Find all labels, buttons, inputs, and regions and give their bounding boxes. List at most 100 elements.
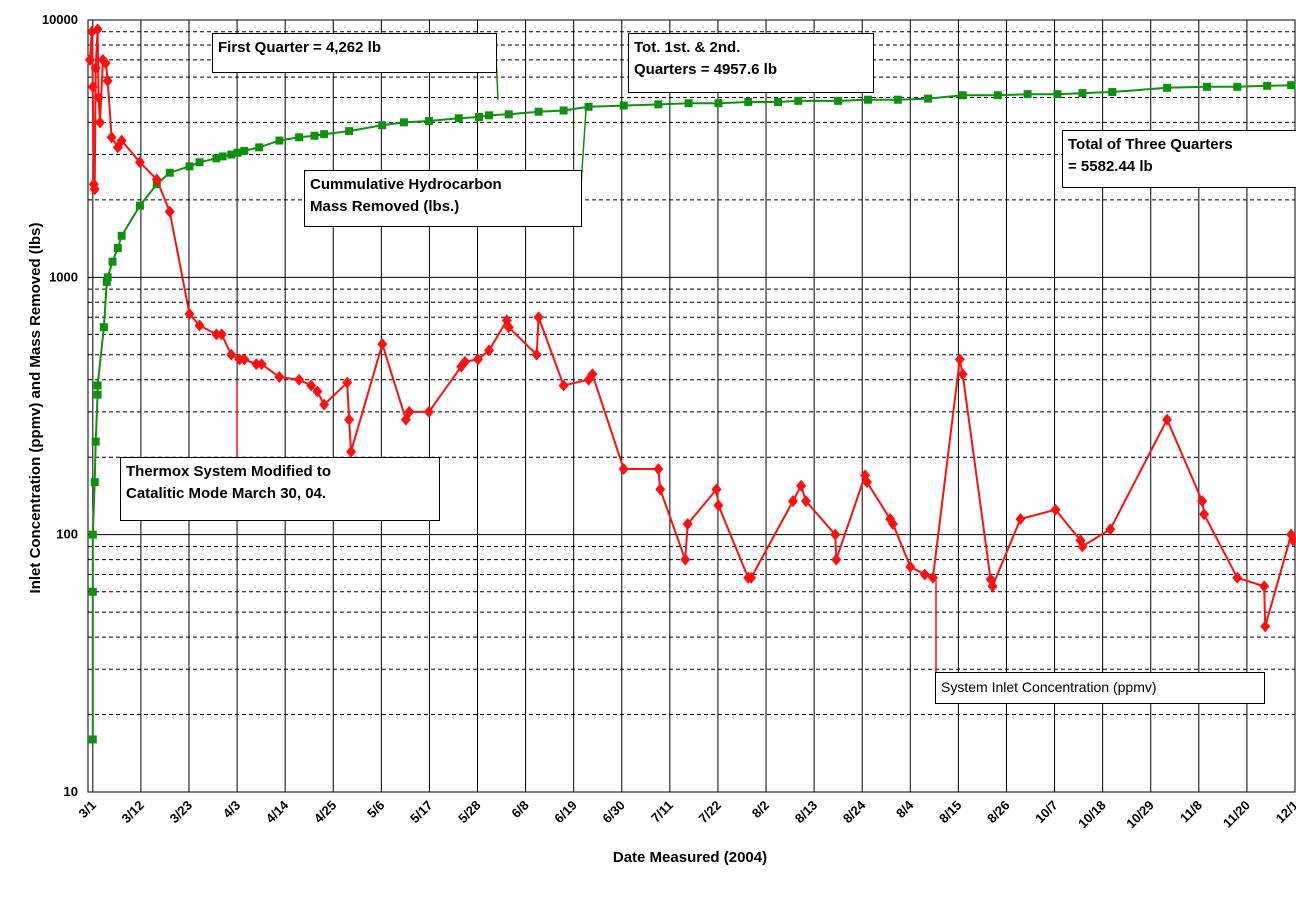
marker — [134, 156, 145, 169]
marker — [310, 131, 319, 140]
marker — [227, 150, 236, 159]
marker — [256, 358, 267, 371]
marker — [744, 98, 753, 107]
x-tick-label: 4/14 — [263, 797, 292, 826]
marker — [274, 370, 285, 383]
marker — [93, 91, 104, 104]
marker — [344, 413, 355, 426]
x-tick-label: 8/26 — [984, 798, 1013, 827]
marker — [226, 348, 237, 361]
marker — [993, 91, 1002, 100]
marker — [319, 398, 330, 411]
marker — [1287, 81, 1296, 90]
marker — [863, 95, 872, 104]
marker — [184, 308, 195, 321]
marker — [503, 321, 514, 334]
marker — [1108, 88, 1117, 97]
x-tick-label: 10/18 — [1075, 798, 1109, 832]
marker — [1197, 495, 1208, 508]
marker — [834, 96, 843, 105]
marker — [484, 344, 495, 357]
marker — [93, 390, 102, 399]
x-tick-label: 11/8 — [1177, 798, 1205, 826]
marker — [1202, 82, 1211, 91]
marker — [100, 57, 111, 70]
marker — [195, 158, 204, 167]
marker — [424, 117, 433, 126]
marker — [165, 168, 174, 177]
marker — [92, 23, 103, 36]
marker — [1053, 90, 1062, 99]
marker — [240, 146, 249, 155]
x-tick-label: 8/13 — [792, 798, 821, 827]
x-tick-label: 8/15 — [936, 798, 965, 827]
legend-entry: System Inlet Concentration (ppmv) — [935, 672, 1265, 704]
x-tick-label: 5/28 — [455, 798, 484, 827]
marker — [460, 355, 471, 368]
marker — [212, 154, 221, 163]
marker — [84, 53, 95, 66]
marker — [306, 379, 317, 392]
marker — [1199, 508, 1210, 521]
x-tick-label: 6/30 — [599, 798, 628, 827]
x-tick-label: 8/2 — [749, 798, 772, 821]
marker — [684, 99, 693, 108]
marker — [1050, 503, 1061, 516]
marker — [294, 373, 305, 386]
marker — [312, 385, 323, 398]
marker — [680, 553, 691, 566]
marker — [714, 99, 723, 108]
x-tick-label: 12/1 — [1273, 798, 1296, 827]
marker — [655, 483, 666, 496]
marker — [954, 353, 965, 366]
marker — [787, 495, 798, 508]
marker — [958, 91, 967, 100]
marker — [987, 580, 998, 593]
marker — [151, 173, 162, 186]
x-tick-label: 3/23 — [167, 798, 196, 827]
x-tick-label: 3/12 — [119, 798, 148, 827]
marker — [654, 100, 663, 109]
marker — [559, 106, 568, 115]
marker — [90, 478, 99, 487]
marker — [423, 405, 434, 418]
marker — [1259, 580, 1270, 593]
marker — [893, 95, 902, 104]
marker — [774, 98, 783, 107]
annotation: Thermox System Modified to Catalitic Mod… — [120, 457, 440, 521]
marker — [218, 152, 227, 161]
marker — [1023, 90, 1032, 99]
marker — [905, 560, 916, 573]
y-tick-label: 10 — [64, 784, 78, 799]
marker — [887, 518, 898, 531]
marker — [713, 499, 724, 512]
marker — [345, 127, 354, 136]
marker — [862, 476, 873, 489]
annotation: Total of Three Quarters = 5582.44 lb — [1062, 130, 1296, 188]
marker — [1162, 413, 1173, 426]
x-tick-label: 10/29 — [1123, 798, 1157, 832]
x-tick-label: 6/8 — [508, 798, 531, 821]
marker — [342, 376, 353, 389]
marker — [255, 143, 264, 152]
y-tick-label: 10000 — [42, 12, 78, 27]
marker — [320, 130, 329, 139]
marker — [103, 273, 112, 282]
marker — [831, 553, 842, 566]
x-tick-label: 7/11 — [648, 798, 676, 826]
marker — [346, 445, 357, 458]
marker — [117, 231, 126, 240]
marker — [619, 101, 628, 110]
x-tick-label: 7/22 — [696, 798, 725, 827]
x-axis-label: Date Measured (2004) — [613, 849, 767, 866]
marker — [485, 111, 494, 120]
annotation: First Quarter = 4,262 lb — [212, 33, 497, 73]
marker — [99, 323, 108, 332]
x-tick-label: 11/20 — [1220, 798, 1253, 831]
marker — [404, 405, 415, 418]
y-tick-label: 1000 — [49, 269, 78, 284]
marker — [1263, 81, 1272, 90]
marker — [558, 379, 569, 392]
marker — [1233, 82, 1242, 91]
